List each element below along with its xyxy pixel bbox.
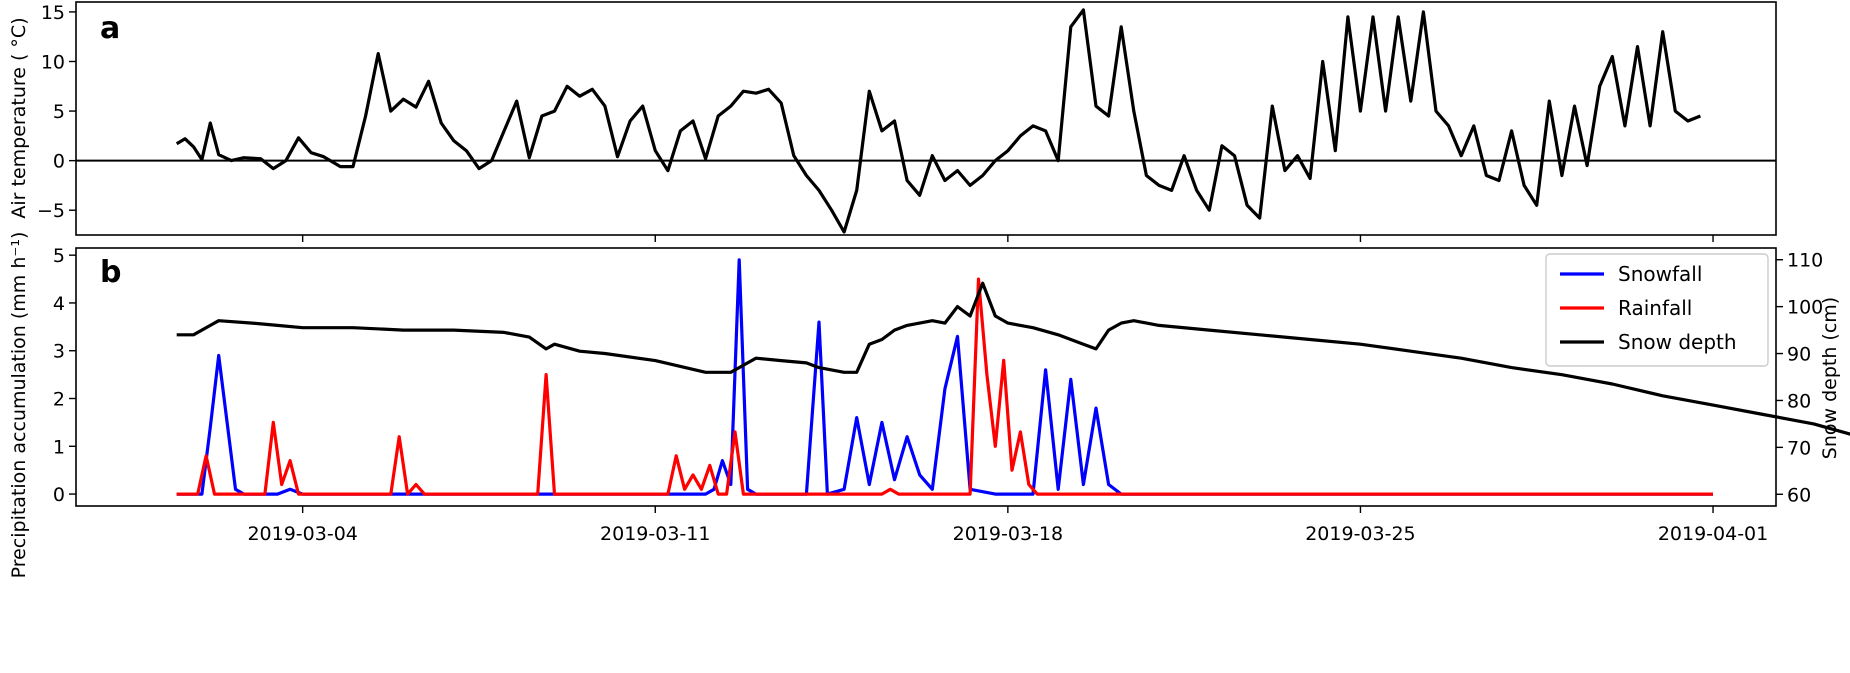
- panel-a-y-ticks: −5 0 5 10 15: [37, 2, 76, 222]
- series-line-snowfall: [176, 258, 1713, 496]
- panel-b-frame: [75, 247, 1777, 507]
- legend-entry-snow-depth: Snow depth: [1560, 330, 1737, 354]
- legend-label-rainfall: Rainfall: [1618, 296, 1692, 320]
- x-tick-label: 2019-03-11: [600, 523, 710, 545]
- y-tick-label: 4: [53, 293, 65, 315]
- legend-label-snowfall: Snowfall: [1618, 262, 1702, 286]
- y-tick-label-right: 90: [1787, 344, 1811, 366]
- legend-label-snow-depth: Snow depth: [1618, 330, 1737, 354]
- y-axis-label-precipitation: Precipitation accumulation (mm h⁻¹): [8, 232, 30, 579]
- y-tick-label-right: 80: [1787, 390, 1811, 412]
- y-tick-label-right: 70: [1787, 437, 1811, 459]
- series-line-air-temperature: [175, 8, 1701, 234]
- y-tick-label: 15: [41, 2, 65, 24]
- y-axis-label-snow-depth: Snow depth (cm): [1819, 297, 1841, 459]
- panel-b-x-ticks: 2019-03-04 2019-03-11 2019-03-18 2019-03-25…: [247, 506, 1768, 545]
- y-tick-label: 0: [53, 151, 65, 173]
- legend-entry-snowfall: Snowfall: [1560, 262, 1702, 286]
- y-tick-label: 2: [53, 389, 65, 411]
- y-tick-label: 0: [53, 484, 65, 506]
- y-tick-label: −5: [37, 200, 65, 222]
- y-tick-label-right: 60: [1787, 484, 1811, 506]
- panel-a-frame: [75, 1, 1777, 236]
- panel-b-y-ticks-right: 60 70 80 90 100 110: [1776, 250, 1823, 506]
- panel-a-temperature: −5 0 5 10 15 a Air temperature ( °C): [8, 1, 1777, 242]
- series-line-snow-depth: [176, 281, 1850, 436]
- series-line-rainfall: [176, 277, 1713, 496]
- y-tick-label-right: 110: [1787, 250, 1823, 272]
- y-tick-label-right: 100: [1787, 297, 1823, 319]
- x-tick-label: 2019-03-25: [1305, 523, 1415, 545]
- legend-entry-rainfall: Rainfall: [1560, 296, 1692, 320]
- panel-a-x-ticks: [301, 235, 1714, 242]
- legend: Snowfall Rainfall Snow depth: [1545, 253, 1769, 367]
- panel-b-y-ticks-left: 0 1 2 3 4 5: [53, 245, 76, 506]
- panel-label-b: b: [100, 255, 121, 290]
- y-tick-label: 5: [53, 101, 65, 123]
- y-tick-label: 1: [53, 436, 65, 458]
- y-tick-label: 10: [41, 51, 65, 73]
- y-tick-label: 3: [53, 341, 65, 363]
- y-tick-label: 5: [53, 245, 65, 267]
- x-tick-label: 2019-03-18: [953, 523, 1063, 545]
- panel-label-a: a: [100, 11, 120, 46]
- legend-box: [1545, 253, 1769, 367]
- y-axis-label-temperature: Air temperature ( °C): [8, 17, 30, 218]
- x-tick-label: 2019-03-04: [247, 523, 357, 545]
- x-tick-label: 2019-04-01: [1658, 523, 1768, 545]
